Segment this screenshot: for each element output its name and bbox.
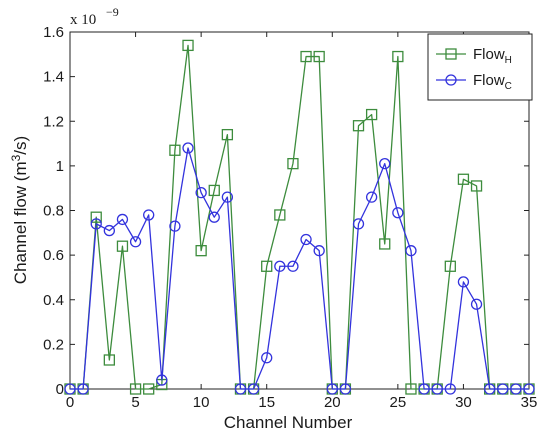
- data-point-flow-c: [169, 220, 181, 232]
- data-point-flow-c: [405, 245, 417, 257]
- legend-label-flow-c-main: Flow: [473, 72, 505, 89]
- data-point-flow-c: [457, 276, 470, 288]
- x-tick-label: 30: [455, 394, 472, 411]
- exponent-base: x 10: [70, 12, 96, 28]
- legend-label-flow-c-sub: C: [505, 81, 512, 92]
- data-point-flow-c: [156, 374, 168, 386]
- legend-marker-flow-h: [445, 48, 457, 60]
- data-point-flow-h: [287, 157, 299, 170]
- y-tick-label: 0.2: [43, 336, 64, 353]
- data-point-flow-c: [274, 260, 286, 272]
- data-point-flow-h: [405, 383, 417, 395]
- y-axis-exponent-label: x 10 −9: [70, 5, 119, 28]
- data-point-flow-c: [182, 142, 194, 154]
- data-point-flow-h: [208, 184, 220, 197]
- x-tick-label: 35: [521, 394, 538, 411]
- legend-box: [427, 33, 533, 101]
- data-point-flow-h: [90, 211, 102, 223]
- y-tick-label: 0.6: [43, 247, 64, 264]
- y-tick-label: 1.6: [43, 24, 64, 41]
- legend-label-flow-h-main: Flow: [473, 46, 505, 63]
- data-point-flow-c: [195, 186, 207, 199]
- data-point-flow-c: [103, 224, 115, 237]
- x-tick-label: 20: [324, 394, 341, 411]
- data-point-flow-c: [470, 298, 483, 310]
- data-point-flow-h: [379, 238, 391, 250]
- x-tick-label: 5: [131, 394, 139, 411]
- data-point-flow-c: [129, 236, 142, 248]
- data-point-flow-h: [129, 383, 142, 395]
- data-point-flow-c: [287, 260, 299, 272]
- data-point-flow-c: [234, 383, 247, 395]
- data-point-flow-c: [221, 191, 234, 203]
- data-point-flow-c: [431, 383, 443, 395]
- x-tick-label: 10: [193, 394, 210, 411]
- data-point-flow-h: [261, 260, 273, 272]
- y-axis-label-superscript: 3: [9, 154, 23, 161]
- legend-entry-flow-h: FlowH: [436, 46, 512, 66]
- legend: FlowH FlowC: [427, 33, 533, 101]
- data-point-flow-h: [392, 50, 404, 63]
- data-point-flow-h: [103, 354, 115, 366]
- data-point-flow-c: [247, 383, 260, 395]
- data-point-flow-c: [64, 383, 76, 395]
- y-tick-label: 0.4: [43, 292, 64, 309]
- data-point-flow-h: [365, 108, 378, 121]
- data-point-flow-c: [90, 218, 102, 230]
- data-point-flow-c: [339, 383, 352, 395]
- series-line-flow-h: [70, 44, 529, 390]
- data-point-flow-h: [470, 180, 483, 192]
- y-axis-label: Channel flow (m3/s): [9, 136, 30, 284]
- legend-label-flow-h-sub: H: [505, 55, 512, 66]
- data-point-flow-h: [444, 260, 456, 272]
- data-point-flow-h: [313, 50, 325, 63]
- data-point-flow-c: [523, 383, 535, 395]
- data-point-flow-c: [313, 245, 325, 257]
- data-point-flow-c: [510, 383, 522, 395]
- exponent-power: −9: [106, 5, 119, 19]
- x-tick-label: 25: [390, 394, 407, 411]
- data-point-flow-c: [484, 383, 496, 395]
- legend-marker-flow-c: [445, 74, 457, 86]
- x-axis-label: Channel Number: [224, 413, 353, 432]
- legend-label-flow-c: FlowC: [473, 72, 512, 92]
- y-tick-label: 1.4: [43, 69, 64, 86]
- data-point-flow-c: [418, 383, 430, 395]
- data-point-flow-c: [365, 191, 378, 203]
- data-point-flow-c: [208, 211, 220, 223]
- data-point-flow-h: [274, 209, 286, 221]
- data-point-flow-c: [300, 233, 312, 246]
- data-point-flow-h: [143, 383, 155, 395]
- y-tick-label: 1.2: [43, 113, 64, 130]
- data-point-flow-h: [352, 120, 365, 132]
- data-point-flow-c: [261, 352, 273, 364]
- data-point-flow-h: [182, 39, 194, 52]
- y-tick-label: 0.8: [43, 203, 64, 220]
- data-point-flow-c: [326, 383, 338, 395]
- data-point-flow-h: [457, 173, 470, 185]
- data-point-flow-c: [143, 209, 155, 221]
- data-point-flow-c: [352, 218, 365, 230]
- y-axis-label-end: /s): [11, 136, 30, 155]
- x-tick-label: 15: [258, 394, 275, 411]
- data-point-flow-c: [497, 383, 509, 395]
- data-point-flow-h: [169, 144, 181, 156]
- data-point-flow-c: [392, 207, 404, 219]
- data-point-flow-c: [444, 383, 456, 395]
- y-axis-label-main: Channel flow (m: [11, 161, 30, 284]
- data-point-flow-c: [116, 213, 129, 226]
- legend-entry-flow-c: FlowC: [436, 72, 512, 92]
- data-point-flow-h: [195, 245, 207, 257]
- legend-label-flow-h: FlowH: [473, 46, 512, 66]
- x-tick-label: 0: [66, 394, 74, 411]
- y-tick-label: 0: [56, 381, 64, 398]
- data-point-flow-h: [300, 50, 312, 63]
- plot-area: 0 5 10 15 20 25 30 35 0 0.2 0.4 0.6 0.8 1 1.2 1.4 1.6: [43, 24, 537, 411]
- data-point-flow-c: [77, 383, 89, 395]
- data-point-flow-c: [379, 157, 391, 170]
- y-tick-label: 1: [56, 158, 64, 175]
- data-point-flow-h: [116, 240, 129, 252]
- data-point-flow-h: [221, 128, 234, 141]
